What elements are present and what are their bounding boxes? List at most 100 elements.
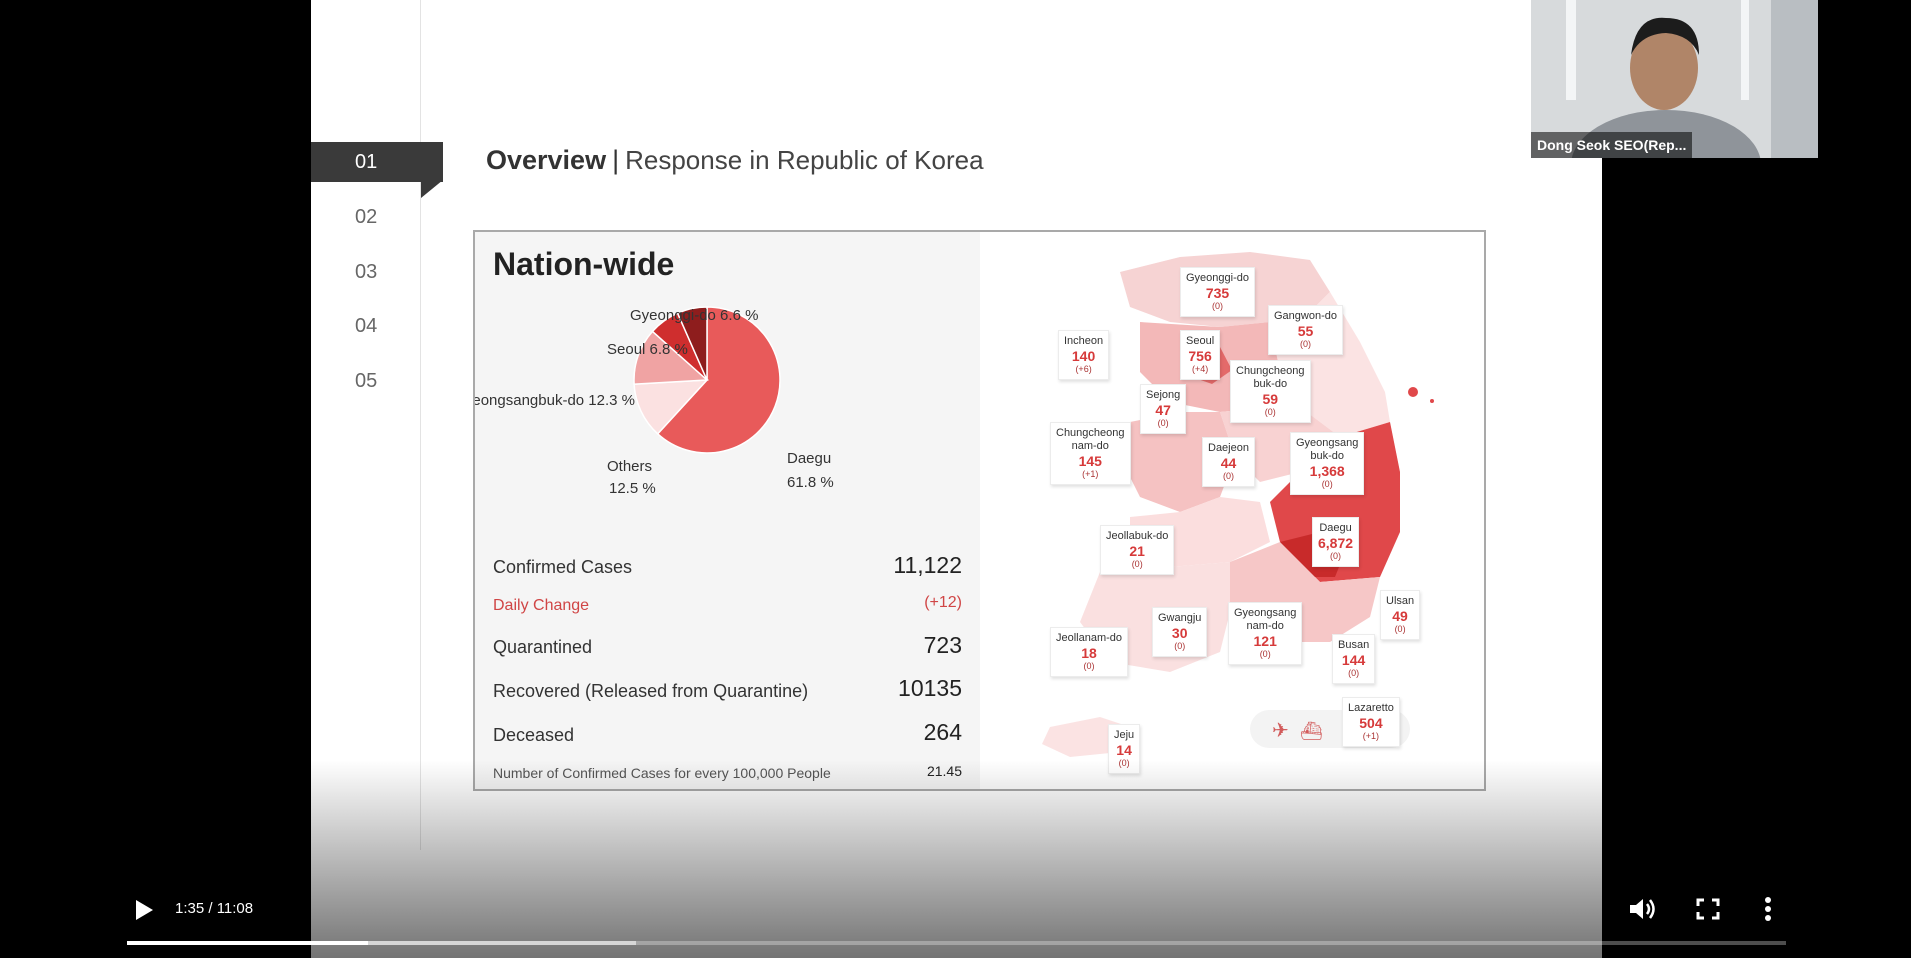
airplane-icon: ✈ xyxy=(1272,718,1289,742)
section-nav-item-01: 01 xyxy=(311,142,443,182)
region-value: 121 xyxy=(1253,633,1277,649)
region-value: 144 xyxy=(1341,652,1366,668)
confirmed-cases-value: 11,122 xyxy=(893,552,962,578)
region-name: Incheon xyxy=(1064,335,1104,347)
region-value: 30 xyxy=(1171,625,1188,641)
slide-title-separator: | xyxy=(612,145,620,175)
regional-map-panel: ✈ ⛴ Gyeonggi-do 735 (0) Gangwon-do 55 (0) In… xyxy=(980,232,1484,789)
region-change: (0) xyxy=(1157,418,1169,428)
region-card-jeonnam: Jeollanam-do 18 (0) xyxy=(1050,627,1129,677)
more-options-button[interactable] xyxy=(1756,894,1780,924)
region-change: (+4) xyxy=(1191,364,1209,374)
ship-icon: ⛴ xyxy=(1300,721,1323,742)
section-nav-flag xyxy=(421,180,443,198)
pie-label-others: Others xyxy=(607,458,653,475)
region-card-gwangju: Gwangju 30 (0) xyxy=(1152,607,1208,657)
pie-label-daegu: Daegu xyxy=(787,450,832,467)
region-change: (0) xyxy=(1348,668,1360,678)
recovered-label: Recovered (Released from Quarantine) xyxy=(493,681,809,701)
region-change: (0) xyxy=(1300,339,1311,349)
quarantined-label: Quarantined xyxy=(493,637,593,657)
region-change: (0) xyxy=(1174,641,1186,651)
region-value: 504 xyxy=(1359,715,1383,731)
progress-bar[interactable] xyxy=(127,941,1786,945)
overview-panel: Nation-wide Gyeonggi-do 6.6 % Seoul 6.8 … xyxy=(473,230,1486,791)
section-nav-item-02: 02 xyxy=(355,205,378,228)
per-100k-value: 21.45 xyxy=(926,763,962,779)
play-icon xyxy=(136,900,153,920)
deceased-value: 264 xyxy=(923,719,962,745)
region-name: Daegu xyxy=(1319,522,1352,534)
daily-change-label: Daily Change xyxy=(493,597,590,614)
region-name: Seoul xyxy=(1186,335,1215,347)
region-card-chungbuk: Chungcheong buk-do 59 (0) xyxy=(1230,360,1311,423)
region-change: (0) xyxy=(1259,649,1271,659)
region-value: 1,368 xyxy=(1309,463,1345,479)
nationwide-title: Nation-wide xyxy=(493,246,675,282)
pie-slice-others xyxy=(633,330,709,385)
region-name: Gyeongsang nam-do xyxy=(1234,607,1297,632)
region-value: 55 xyxy=(1297,323,1314,339)
map-island-ulleung xyxy=(1408,387,1418,397)
fullscreen-button[interactable] xyxy=(1692,894,1724,924)
time-display: 1:35 / 11:08 xyxy=(175,900,254,917)
region-name: Chungcheong buk-do xyxy=(1236,365,1305,390)
region-name: Gyeongsang buk-do xyxy=(1296,437,1359,462)
region-change: (0) xyxy=(1321,479,1333,489)
region-card-gangwon: Gangwon-do 55 (0) xyxy=(1268,305,1343,355)
pie-slice-gyeonggi-do xyxy=(676,306,708,381)
pie-chart xyxy=(633,306,781,454)
region-name: Lazaretto xyxy=(1348,702,1394,714)
pie-label-seoul: Seoul 6.8 % xyxy=(607,341,688,358)
region-card-jeju: Jeju 14 (0) xyxy=(1108,724,1141,774)
region-value: 140 xyxy=(1071,348,1096,364)
section-nav-item-03: 03 xyxy=(355,260,378,283)
region-change: (0) xyxy=(1118,758,1130,768)
section-nav-item-04: 04 xyxy=(355,314,378,337)
daily-change-value: (+12) xyxy=(924,594,962,611)
region-name: Ulsan xyxy=(1386,595,1415,607)
region-value: 21 xyxy=(1129,543,1145,559)
region-card-lazaretto: Lazaretto 504 (+1) xyxy=(1342,697,1400,747)
region-value: 59 xyxy=(1262,391,1279,407)
webcam-window-light-1 xyxy=(1566,0,1576,100)
map-island-dokdo xyxy=(1430,399,1434,403)
region-card-daejeon: Daejeon 44 (0) xyxy=(1202,437,1255,487)
slide-title-subtitle: Response in Republic of Korea xyxy=(625,145,984,175)
webcam-window-light-2 xyxy=(1741,0,1749,100)
deceased-label: Deceased xyxy=(493,725,575,745)
region-value: 49 xyxy=(1392,608,1408,624)
region-card-gyeonggi: Gyeonggi-do 735 (0) xyxy=(1180,267,1255,317)
region-card-seoul: Seoul 756 (+4) xyxy=(1180,330,1221,380)
region-name: Jeju xyxy=(1114,729,1135,741)
play-button[interactable] xyxy=(128,896,160,924)
region-change: (0) xyxy=(1212,301,1223,311)
region-change: (0) xyxy=(1330,551,1342,561)
region-value: 44 xyxy=(1220,455,1237,471)
quarantined-value: 723 xyxy=(923,632,962,658)
slide-title: Overview | Response in Republic of Korea xyxy=(486,145,984,176)
volume-button[interactable] xyxy=(1626,894,1658,924)
progress-buffered xyxy=(127,941,637,945)
section-nav-item-05: 05 xyxy=(355,369,378,392)
region-name: Gangwon-do xyxy=(1274,310,1337,322)
region-change: (+1) xyxy=(1082,469,1099,479)
region-change: (+1) xyxy=(1362,731,1380,741)
region-change: (0) xyxy=(1131,559,1143,569)
region-value: 18 xyxy=(1081,645,1097,661)
region-card-incheon: Incheon 140 (+6) xyxy=(1058,330,1110,380)
webcam-thumbnail[interactable]: Dong Seok SEO(Rep... xyxy=(1531,0,1818,158)
region-value: 6,872 xyxy=(1318,535,1354,551)
region-name: Chungcheong nam-do xyxy=(1056,427,1125,452)
nationwide-panel: Nation-wide Gyeonggi-do 6.6 % Seoul 6.8 … xyxy=(475,232,980,789)
region-change: (0) xyxy=(1394,624,1406,634)
region-card-gyeongbuk: Gyeongsang buk-do 1,368 (0) xyxy=(1290,432,1365,495)
region-change: (0) xyxy=(1222,471,1234,481)
pie-label-daegu-pct: 61.8 % xyxy=(787,474,834,491)
pie-slice-daegu xyxy=(656,306,781,454)
fullscreen-icon xyxy=(1696,898,1720,920)
region-card-busan: Busan 144 (0) xyxy=(1332,634,1376,684)
recovered-value: 10135 xyxy=(898,675,962,701)
